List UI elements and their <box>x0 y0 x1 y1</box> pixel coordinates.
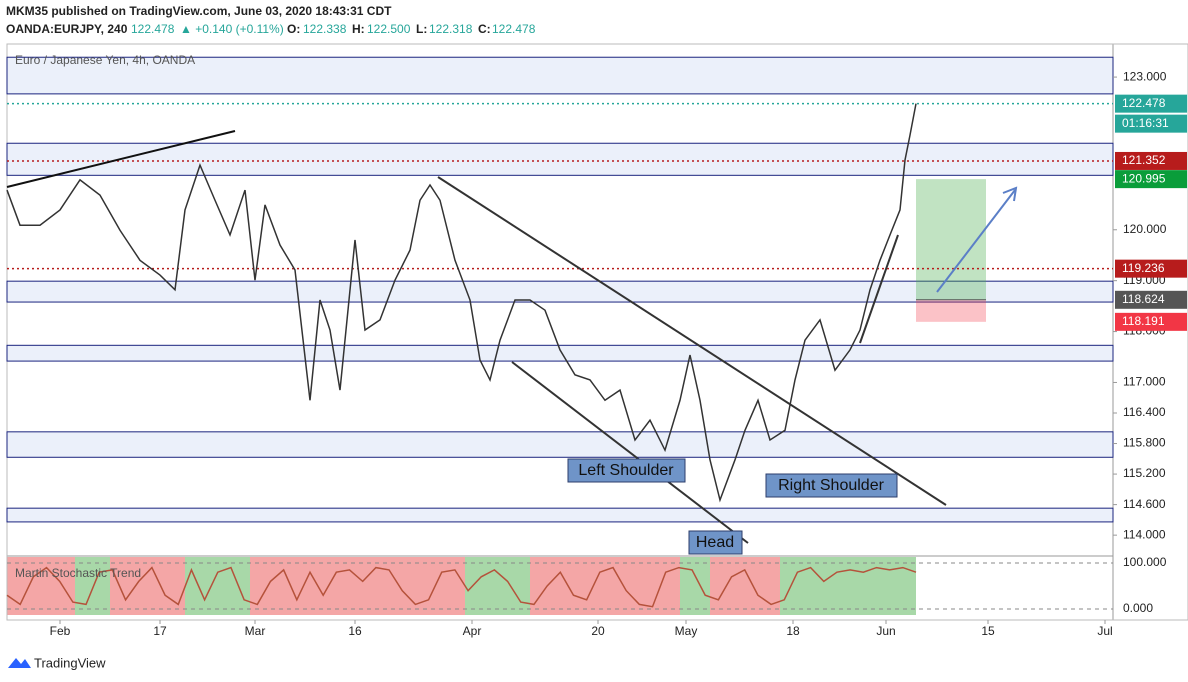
ohlc-label: L: <box>416 22 427 36</box>
trend-band <box>250 557 465 615</box>
trend-band <box>110 557 185 615</box>
trend-line <box>437 176 947 506</box>
ohlc-value: 122.478 <box>492 22 536 36</box>
price-tag-label: 120.995 <box>1122 171 1166 185</box>
price-tag-label: 119.236 <box>1122 261 1165 275</box>
x-tick-label: 17 <box>153 624 167 638</box>
trend-band <box>710 557 780 615</box>
zone <box>6 280 1114 303</box>
x-tick-label: 20 <box>591 624 605 638</box>
logo <box>8 658 31 668</box>
y-tick-label: 0.000 <box>1123 601 1153 615</box>
series-line <box>6 566 917 608</box>
x-tick-label: 16 <box>348 624 362 638</box>
y-tick-label: 117.000 <box>1123 375 1166 389</box>
ohlc-value: 122.338 <box>303 22 347 36</box>
price-tag <box>1115 170 1187 189</box>
trend-line <box>859 234 899 344</box>
price-tag-label: 122.478 <box>1122 96 1166 110</box>
trend-band <box>185 557 250 615</box>
y-tick-label: 115.200 <box>1123 466 1166 480</box>
x-tick-label: Jun <box>876 624 895 638</box>
y-tick-label: 100.000 <box>1123 555 1167 569</box>
annotation: Head <box>696 534 734 551</box>
y-tick-label: 120.000 <box>1123 222 1167 236</box>
x-tick-label: Apr <box>463 624 482 638</box>
price-tag <box>1115 94 1187 113</box>
arrow <box>936 189 1016 293</box>
ohlc-label: O: <box>287 22 300 36</box>
trend-band <box>7 557 75 615</box>
y-tick-label: 114.600 <box>1123 497 1166 511</box>
target-zone <box>916 179 986 300</box>
chart-title: Euro / Japanese Yen, 4h, OANDA <box>15 53 195 67</box>
x-tick-label: Mar <box>245 624 266 638</box>
x-tick-label: Jul <box>1097 624 1112 638</box>
zone <box>6 507 1114 523</box>
last-price: 122.478 <box>131 22 175 36</box>
y-tick-label: 123.000 <box>1123 69 1167 83</box>
stoch-background <box>7 557 916 615</box>
annotation-box <box>567 458 686 483</box>
trend-band <box>465 557 530 615</box>
arrow-head <box>1002 186 1018 202</box>
change: ▲ +0.140 (+0.11%) <box>180 22 284 36</box>
stop-zone <box>916 299 986 322</box>
price-tag <box>1115 290 1187 309</box>
price-tag <box>1115 259 1187 278</box>
ohlc-label: H: <box>352 22 365 36</box>
price-tag <box>1115 312 1187 331</box>
symbol: OANDA:EURJPY, 240 <box>6 22 128 36</box>
ohlc-value: 122.500 <box>367 22 411 36</box>
x-tick-label: May <box>675 624 698 638</box>
annotation-box <box>765 473 898 498</box>
ohlc-label: C: <box>478 22 491 36</box>
series-line <box>6 103 917 503</box>
trend-band <box>780 557 916 615</box>
trend-band <box>75 557 110 615</box>
price-tag-label: 121.352 <box>1122 153 1166 167</box>
trend-band <box>680 557 710 615</box>
trend-band <box>530 557 680 615</box>
indicator-title: Martin Stochastic Trend <box>15 566 141 580</box>
x-tick-label: 15 <box>981 624 995 638</box>
x-tick-label: Feb <box>50 624 71 638</box>
zone <box>6 56 1114 95</box>
brand: TradingView <box>34 655 106 670</box>
price-tag-label: 118.191 <box>1122 314 1165 328</box>
trend-line <box>511 361 749 544</box>
publisher: MKM35 published on TradingView.com, June… <box>6 4 392 18</box>
countdown-tag <box>1115 114 1187 133</box>
y-tick-label: 114.000 <box>1123 527 1166 541</box>
countdown: 01:16:31 <box>1122 116 1169 130</box>
trend-line <box>6 130 236 188</box>
y-tick-label: 116.400 <box>1123 405 1166 419</box>
ohlc-value: 122.318 <box>429 22 473 36</box>
x-tick-label: 18 <box>786 624 800 638</box>
zone <box>6 344 1114 362</box>
annotation-box <box>688 530 743 555</box>
annotation: Right Shoulder <box>778 477 885 494</box>
y-tick-label: 115.800 <box>1123 436 1166 450</box>
price-tag-label: 118.624 <box>1122 292 1165 306</box>
annotation: Left Shoulder <box>578 462 674 479</box>
zone <box>6 142 1114 176</box>
zone <box>6 431 1114 458</box>
trend-lines <box>6 130 1018 544</box>
price-tag <box>1115 151 1187 170</box>
